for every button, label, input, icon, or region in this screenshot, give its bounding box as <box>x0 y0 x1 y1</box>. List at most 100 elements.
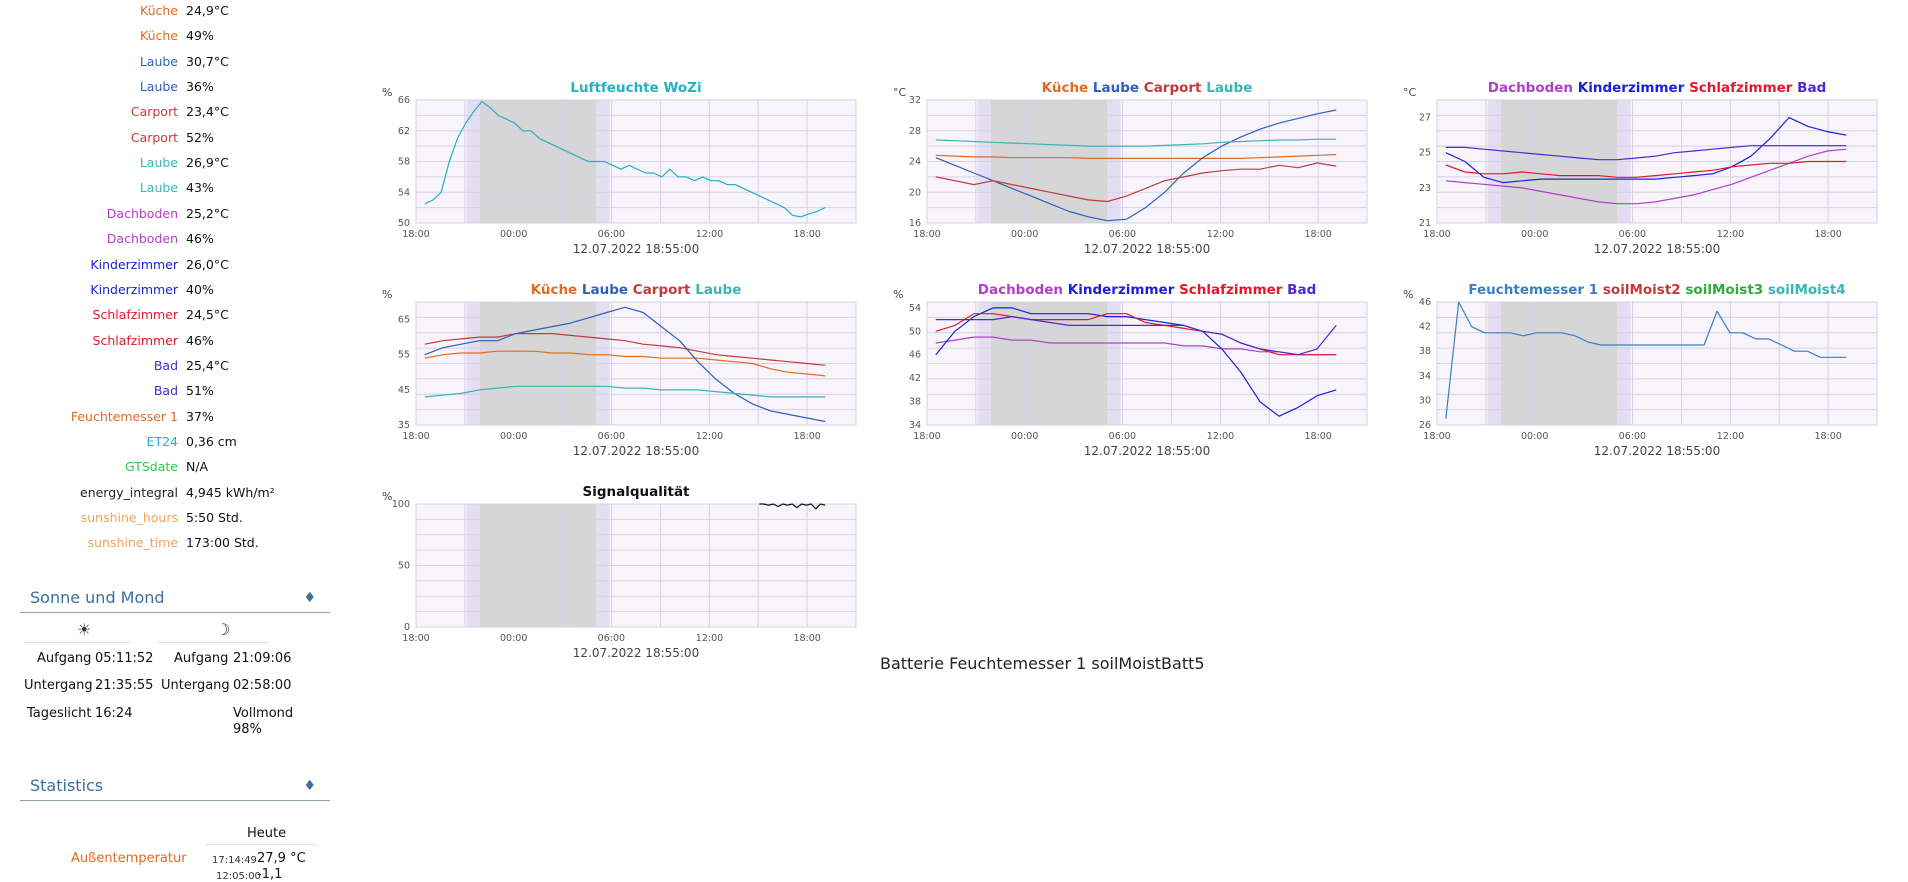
series-line-dachboden <box>1445 148 1847 205</box>
sensor-value: 25,2°C <box>186 205 229 221</box>
series-line-bad <box>935 315 1337 356</box>
y-tick-label: 50 <box>909 326 921 337</box>
chart-title-part: Kinderzimmer <box>1068 282 1175 298</box>
chart-timestamp: 12.07.2022 18:55:00 <box>573 646 699 660</box>
sensor-label: Laube <box>139 180 178 196</box>
moon-set-value: 02:58:00 <box>233 678 292 693</box>
y-tick-label: 35 <box>398 420 410 431</box>
y-tick-label: 58 <box>398 157 410 168</box>
x-tick-label: 00:00 <box>1521 229 1548 240</box>
x-tick-label: 18:00 <box>1423 229 1450 240</box>
sensor-label: GTSdate <box>125 459 178 475</box>
section-statistics: Statistics ♦ <box>20 774 330 801</box>
sensor-value: N/A <box>186 459 209 475</box>
sensor-row: GTSdate N/A <box>0 457 330 477</box>
series-line-laube <box>424 306 826 423</box>
chart-title-part: Laube <box>695 282 741 298</box>
x-tick-label: 18:00 <box>402 431 429 442</box>
x-tick-label: 18:00 <box>1814 431 1841 442</box>
x-tick-label: 18:00 <box>1423 431 1450 442</box>
sensor-label: Laube <box>139 53 178 69</box>
stats-min-time: 12:05:00 <box>216 871 261 882</box>
chart-timestamp: 12.07.2022 18:55:00 <box>573 444 699 458</box>
chart-svg: 50 54 58 62 66 18:00 00:00 06:00 12:00 18:00 12.07… <box>382 80 857 256</box>
stats-max-value: 27,9 °C <box>257 851 306 866</box>
chart-top-3: 21,818:0000:0006:0012:0018:0012.07.2022 … <box>1401 0 1901 5</box>
y-tick-label: 34 <box>909 420 921 431</box>
y-tick-label: 28 <box>909 126 921 137</box>
chart-timestamp: 12.07.2022 18:55:00 <box>573 242 699 256</box>
chart-title-part: soilMoist3 <box>1685 282 1763 298</box>
chart-title-part: Bad <box>1287 282 1316 298</box>
chart-title-part: Kinderzimmer <box>1578 80 1685 96</box>
chart-title-part: Laube <box>1093 80 1139 96</box>
chart-unit: % <box>382 86 392 99</box>
sensor-row: Carport 23,4°C <box>0 102 330 122</box>
x-tick-label: 18:00 <box>1304 229 1331 240</box>
sensor-row: Dachboden 25,2°C <box>0 204 330 224</box>
x-tick-label: 06:00 <box>1109 431 1136 442</box>
series-line-carport <box>424 332 826 366</box>
sensor-row: Laube 36% <box>0 77 330 97</box>
chart-title-part: Schlafzimmer <box>1689 80 1793 96</box>
chart-unit: % <box>1403 288 1413 301</box>
chart-temp-dachboden-kinder-schlaf-bad: 21 23 25 27 18:00 00:00 06:00 12:00 18:00 12.07.2… <box>1401 78 1901 278</box>
sensor-label: Laube <box>139 79 178 95</box>
series-line-k-che <box>424 350 826 377</box>
sensor-value: 24,9°C <box>186 3 229 18</box>
y-tick-label: 42 <box>1419 322 1431 333</box>
chart-unit: % <box>382 288 392 301</box>
sensor-label: Bad <box>153 383 178 399</box>
toggle-icon[interactable]: ♦ <box>303 778 316 794</box>
chart-svg: 21,818:0000:0006:0012:0018:0012.07.2022 … <box>1401 0 1901 5</box>
chart-title: Feuchtemesser 1 soilMoist2 soilMoist3 so… <box>1468 282 1845 298</box>
chart-soil-moisture: 26 30 34 38 42 46 18:00 00:00 06:00 12:00 18:00 12.… <box>1401 280 1901 480</box>
y-tick-label: 62 <box>398 126 410 137</box>
toggle-icon[interactable]: ♦ <box>303 590 316 606</box>
sensor-row: ET24 0,36 cm <box>0 432 330 452</box>
x-tick-label: 18:00 <box>793 633 820 644</box>
y-tick-label: 32 <box>909 95 921 106</box>
sensor-row: Carport 52% <box>0 128 330 148</box>
stats-max-time: 17:14:49 <box>212 855 257 866</box>
sensor-row: Schlafzimmer 24,5°C <box>0 305 330 325</box>
chart-unit: % <box>893 288 903 301</box>
sun-rise-value: 05:11:52 <box>95 651 154 666</box>
moon-icon: ☽ <box>216 620 231 639</box>
x-tick-label: 12:00 <box>1717 431 1744 442</box>
x-tick-label: 06:00 <box>598 633 625 644</box>
x-tick-label: 18:00 <box>913 229 940 240</box>
sensor-value: 37% <box>186 408 214 424</box>
series-line-signalqualit-t <box>759 503 826 510</box>
y-tick-label: 55 <box>398 350 410 361</box>
sensor-label: Bad <box>153 357 178 373</box>
y-tick-label: 38 <box>909 397 921 408</box>
sensor-label: Schlafzimmer <box>92 307 178 323</box>
sensor-value: 46% <box>186 231 214 247</box>
x-tick-label: 12:00 <box>696 633 723 644</box>
sensor-value: 4,945 kWh/m² <box>186 484 275 500</box>
y-tick-label: 16 <box>909 218 921 229</box>
sensor-value: 23,4°C <box>186 104 229 120</box>
sensor-label: Schlafzimmer <box>92 332 178 348</box>
sensor-label: Kinderzimmer <box>90 281 178 297</box>
chart-hum-dachboden-kinder-schlaf-bad: 34 38 42 46 50 54 18:00 00:00 06:00 12:00 18:00 12.… <box>891 280 1391 480</box>
section-title: Statistics <box>30 776 104 795</box>
sensor-value: 5:50 Std. <box>186 510 243 525</box>
chart-svg: 0 50 100 18:00 00:00 06:00 12:00 18:00 12.07.202… <box>382 484 857 660</box>
sensor-row: Feuchtemesser 1 37% <box>0 407 330 427</box>
sensor-row: Laube 43% <box>0 178 330 198</box>
y-tick-label: 45 <box>398 385 410 396</box>
y-tick-label: 50 <box>398 561 410 572</box>
x-tick-label: 06:00 <box>1619 431 1646 442</box>
section-sonne-und-mond: Sonne und Mond ♦ <box>20 586 330 613</box>
x-tick-label: 18:00 <box>1814 229 1841 240</box>
y-tick-label: 0 <box>404 622 410 633</box>
y-tick-label: 46 <box>909 350 921 361</box>
x-tick-label: 12:00 <box>696 229 723 240</box>
battery-label: Batterie Feuchtemesser 1 soilMoistBatt5 <box>880 654 1205 673</box>
y-tick-label: 21 <box>1419 218 1431 229</box>
sensor-label: sunshine_hours <box>80 510 178 525</box>
sun-set-label: Untergang <box>24 678 93 693</box>
divider <box>205 844 317 845</box>
